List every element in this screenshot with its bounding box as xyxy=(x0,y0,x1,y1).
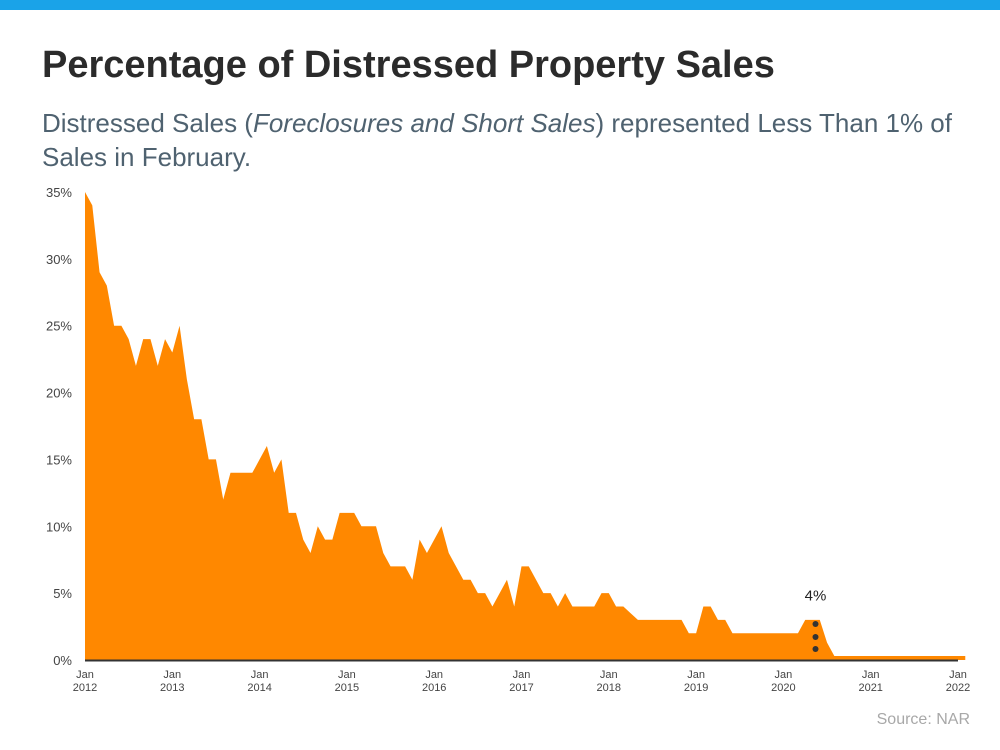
y-tick-label: 5% xyxy=(53,586,72,601)
x-tick-label-month: Jan xyxy=(163,669,181,681)
source-note: Source: NAR xyxy=(876,711,970,728)
subtitle-text-start: Distressed Sales ( xyxy=(42,108,253,138)
chart-subtitle: Distressed Sales (Foreclosures and Short… xyxy=(42,106,962,174)
x-tick-label-year: 2022 xyxy=(946,682,970,694)
x-tick-label-month: Jan xyxy=(949,669,967,681)
x-tick-label-year: 2016 xyxy=(422,682,446,694)
x-tick-label-month: Jan xyxy=(687,669,705,681)
y-tick-label: 35% xyxy=(46,185,72,200)
x-tick-label-month: Jan xyxy=(251,669,269,681)
x-tick-label-year: 2021 xyxy=(858,682,882,694)
y-tick-label: 10% xyxy=(46,519,72,534)
x-tick-label-year: 2019 xyxy=(684,682,708,694)
x-tick-label-year: 2020 xyxy=(771,682,795,694)
data-area xyxy=(85,192,966,660)
annotation-dot xyxy=(812,634,819,640)
y-tick-label: 0% xyxy=(53,653,72,668)
x-tick-label-month: Jan xyxy=(76,669,94,681)
x-tick-label-month: Jan xyxy=(600,669,618,681)
x-tick-label-year: 2014 xyxy=(247,682,271,694)
x-tick-label-year: 2012 xyxy=(73,682,97,694)
annotation-dot xyxy=(812,621,819,627)
subtitle-text-end: ) represented Less Than 1% of Sales in F… xyxy=(42,108,952,172)
x-tick-label-month: Jan xyxy=(425,669,443,681)
chart-title: Percentage of Distressed Property Sales xyxy=(42,44,775,86)
annotation-label: 4% xyxy=(805,588,827,605)
subtitle-text-italic: Foreclosures and Short Sales xyxy=(252,108,596,138)
x-tick-label-month: Jan xyxy=(775,669,793,681)
x-tick-label-year: 2017 xyxy=(509,682,533,694)
x-tick-label-month: Jan xyxy=(862,669,880,681)
x-tick-label-year: 2018 xyxy=(597,682,621,694)
x-tick-label-year: 2015 xyxy=(335,682,359,694)
x-tick-label-month: Jan xyxy=(338,669,356,681)
y-tick-label: 20% xyxy=(46,386,72,401)
y-tick-label: 30% xyxy=(46,252,72,267)
x-tick-label-month: Jan xyxy=(513,669,531,681)
y-tick-label: 15% xyxy=(46,452,72,467)
annotation-dot xyxy=(812,646,819,652)
y-tick-label: 25% xyxy=(46,319,72,334)
x-tick-label-year: 2013 xyxy=(160,682,184,694)
top-accent-bar xyxy=(0,0,1000,10)
